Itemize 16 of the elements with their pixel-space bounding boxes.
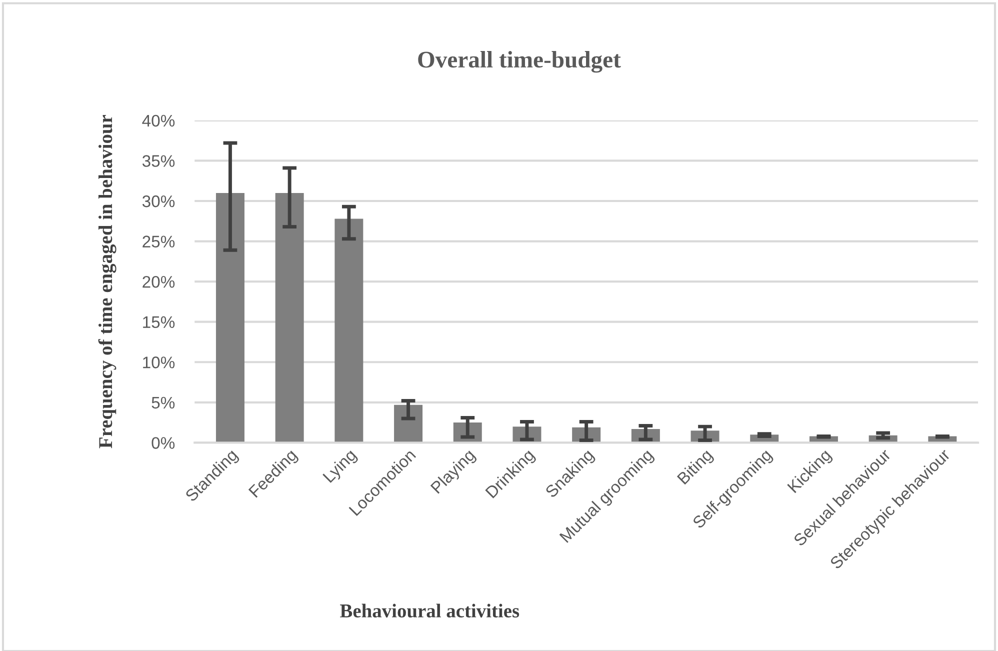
bar	[334, 218, 364, 443]
y-tick-label: 5%	[152, 396, 175, 409]
bar	[216, 192, 244, 443]
x-axis-title: Behavioural activities	[340, 604, 520, 618]
y-tick-label: 25%	[142, 236, 175, 248]
y-tick-label: 30%	[142, 195, 175, 208]
y-tick-label: 0%	[152, 437, 175, 449]
y-tick-label: 10%	[143, 356, 175, 368]
y-tick-label: 40%	[142, 114, 175, 127]
chart-title: Overall time-budget	[418, 51, 621, 73]
y-tick-label: 15%	[143, 316, 175, 328]
y-tick-label: 20%	[142, 276, 175, 288]
bar	[275, 192, 304, 443]
bar	[394, 404, 423, 443]
y-tick-label: 35%	[142, 155, 175, 167]
y-axis-title: Frequency of time engaged in behaviour	[98, 114, 116, 448]
